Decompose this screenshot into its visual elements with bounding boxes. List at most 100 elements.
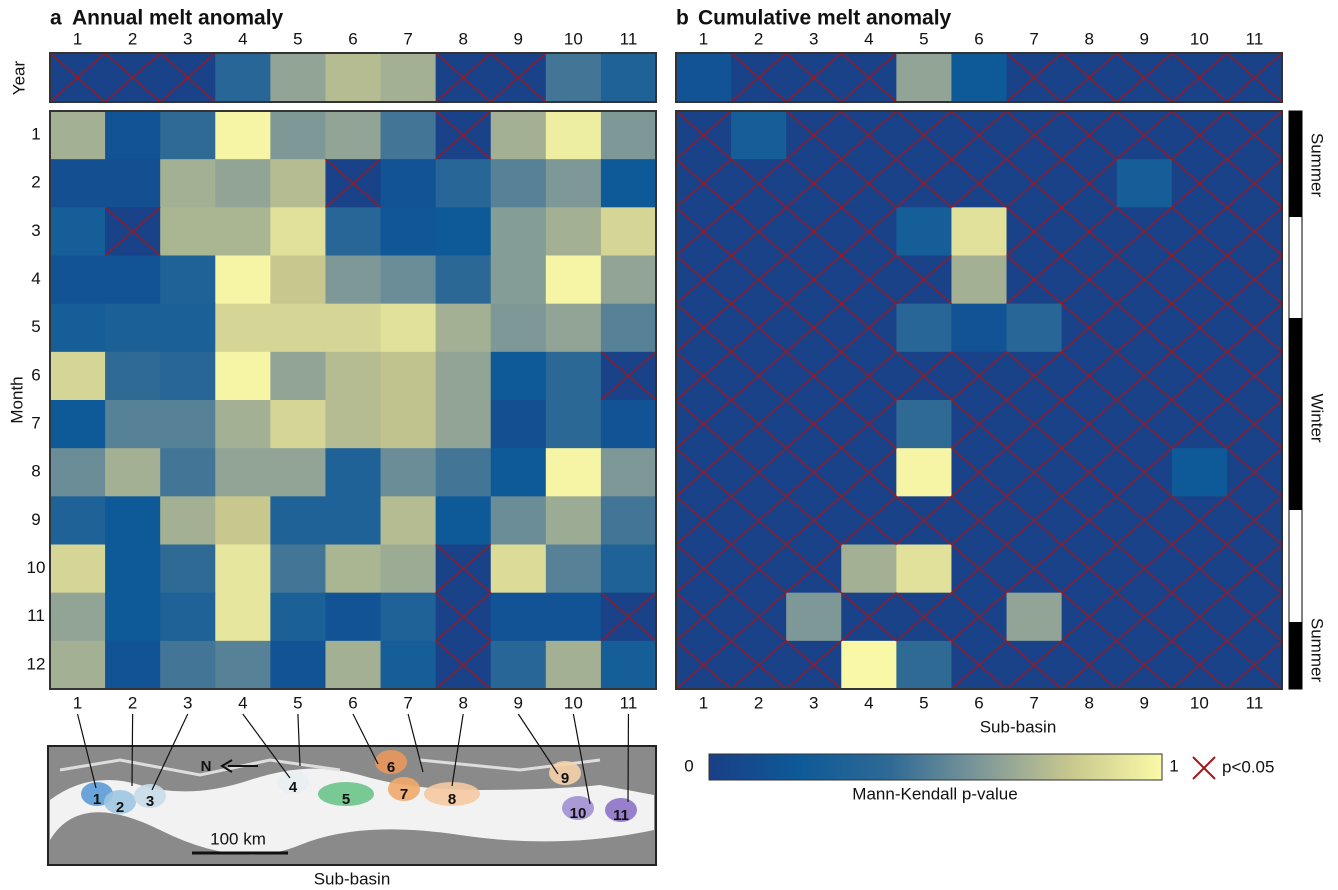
cell: [601, 111, 657, 160]
cell: [50, 593, 106, 642]
cell: [105, 352, 161, 401]
colorbar-label: Mann-Kendall p-value: [852, 784, 1017, 803]
cell: [491, 400, 547, 449]
map-basin-label: 7: [400, 786, 408, 803]
cell: [215, 159, 271, 208]
cell: [381, 641, 437, 690]
cell: [325, 496, 381, 545]
cell: [325, 256, 381, 305]
year-cell: [325, 53, 381, 102]
cell: [841, 545, 897, 594]
cell: [160, 304, 216, 353]
panel-label: a: [50, 7, 62, 30]
cell: [896, 207, 952, 256]
cell: [951, 207, 1007, 256]
cell: [601, 448, 657, 497]
cell: [381, 159, 437, 208]
cell: [325, 593, 381, 642]
cell: [896, 641, 952, 690]
y-tick-label: 12: [27, 654, 46, 673]
map-basin-label: 2: [116, 799, 124, 816]
y-tick-label: 9: [31, 510, 40, 529]
cell: [105, 593, 161, 642]
cell: [325, 352, 381, 401]
cell: [215, 352, 271, 401]
cell: [381, 593, 437, 642]
map-basin-label: 1: [93, 791, 101, 808]
year-cell: [896, 53, 952, 102]
season-label: Winter: [1308, 393, 1327, 442]
x-tick-label: 8: [458, 693, 467, 712]
x-tick-label: 10: [1190, 693, 1209, 712]
year-cell: [270, 53, 326, 102]
cell: [381, 256, 437, 305]
cell: [160, 448, 216, 497]
cell: [381, 400, 437, 449]
season-segment: [1289, 318, 1302, 510]
cell: [215, 256, 271, 305]
cell: [270, 352, 326, 401]
season-label: Summer: [1308, 618, 1327, 683]
cell: [270, 496, 326, 545]
cell: [50, 641, 106, 690]
x-tick-label: 9: [1140, 693, 1149, 712]
x-tick-label: 6: [348, 29, 357, 48]
cell: [270, 256, 326, 305]
cell: [546, 256, 602, 305]
cell: [1117, 159, 1173, 208]
x-tick-label: 3: [183, 29, 192, 48]
x-tick-label: 1: [699, 693, 708, 712]
map-basin-label: 11: [613, 807, 629, 824]
cell: [896, 400, 952, 449]
panel-label: b: [676, 7, 689, 30]
year-cell: [951, 53, 1007, 102]
y-axis-label: Month: [7, 376, 26, 423]
cell: [381, 448, 437, 497]
x-tick-label: 3: [809, 29, 818, 48]
x-tick-label: 7: [1029, 693, 1038, 712]
map-scale: 100 km: [210, 829, 266, 848]
cell: [491, 496, 547, 545]
x-tick-label: 9: [514, 693, 523, 712]
y-tick-label: 10: [27, 558, 46, 577]
cell: [105, 448, 161, 497]
y-tick-label: 4: [31, 269, 40, 288]
cell: [436, 256, 492, 305]
cell: [160, 593, 216, 642]
cell: [731, 111, 787, 160]
x-tick-label: 4: [864, 29, 873, 48]
cell: [601, 304, 657, 353]
x-tick-label: 7: [1029, 29, 1038, 48]
x-tick-label: 4: [238, 693, 247, 712]
cell: [270, 400, 326, 449]
cell: [215, 593, 271, 642]
cell: [491, 159, 547, 208]
cell: [105, 304, 161, 353]
cell: [436, 159, 492, 208]
x-tick-label: 1: [699, 29, 708, 48]
x-tick-label: 11: [620, 29, 638, 48]
cell: [546, 159, 602, 208]
x-tick-label: 7: [403, 29, 412, 48]
cell: [325, 641, 381, 690]
cell: [50, 545, 106, 594]
cell: [436, 400, 492, 449]
year-cell: [381, 53, 437, 102]
cell: [215, 304, 271, 353]
cell: [215, 400, 271, 449]
cell: [50, 111, 106, 160]
cell: [546, 593, 602, 642]
cell: [105, 496, 161, 545]
x-tick-label: 5: [919, 29, 928, 48]
cell: [215, 545, 271, 594]
x-axis-label: Sub-basin: [314, 869, 391, 888]
cell: [50, 256, 106, 305]
cell: [50, 304, 106, 353]
x-tick-label: 9: [1140, 29, 1149, 48]
cell: [436, 352, 492, 401]
cell: [105, 545, 161, 594]
cell: [381, 352, 437, 401]
cell: [546, 304, 602, 353]
cell: [491, 352, 547, 401]
x-tick-label: 5: [293, 693, 302, 712]
